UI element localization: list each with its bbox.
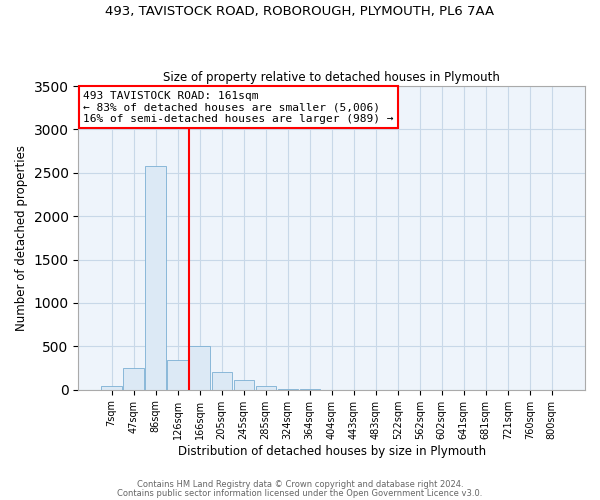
Bar xyxy=(233,380,254,390)
Bar xyxy=(101,386,122,390)
Text: Contains HM Land Registry data © Crown copyright and database right 2024.: Contains HM Land Registry data © Crown c… xyxy=(137,480,463,489)
Text: 493 TAVISTOCK ROAD: 161sqm
← 83% of detached houses are smaller (5,006)
16% of s: 493 TAVISTOCK ROAD: 161sqm ← 83% of deta… xyxy=(83,90,394,124)
X-axis label: Distribution of detached houses by size in Plymouth: Distribution of detached houses by size … xyxy=(178,444,486,458)
Bar xyxy=(124,368,143,390)
Text: Contains public sector information licensed under the Open Government Licence v3: Contains public sector information licen… xyxy=(118,488,482,498)
Bar xyxy=(212,372,232,390)
Bar xyxy=(256,386,276,390)
Bar xyxy=(167,360,188,390)
Title: Size of property relative to detached houses in Plymouth: Size of property relative to detached ho… xyxy=(163,70,500,84)
Text: 493, TAVISTOCK ROAD, ROBOROUGH, PLYMOUTH, PL6 7AA: 493, TAVISTOCK ROAD, ROBOROUGH, PLYMOUTH… xyxy=(106,5,494,18)
Bar xyxy=(190,346,210,390)
Bar xyxy=(145,166,166,390)
Bar xyxy=(278,389,298,390)
Y-axis label: Number of detached properties: Number of detached properties xyxy=(15,145,28,331)
